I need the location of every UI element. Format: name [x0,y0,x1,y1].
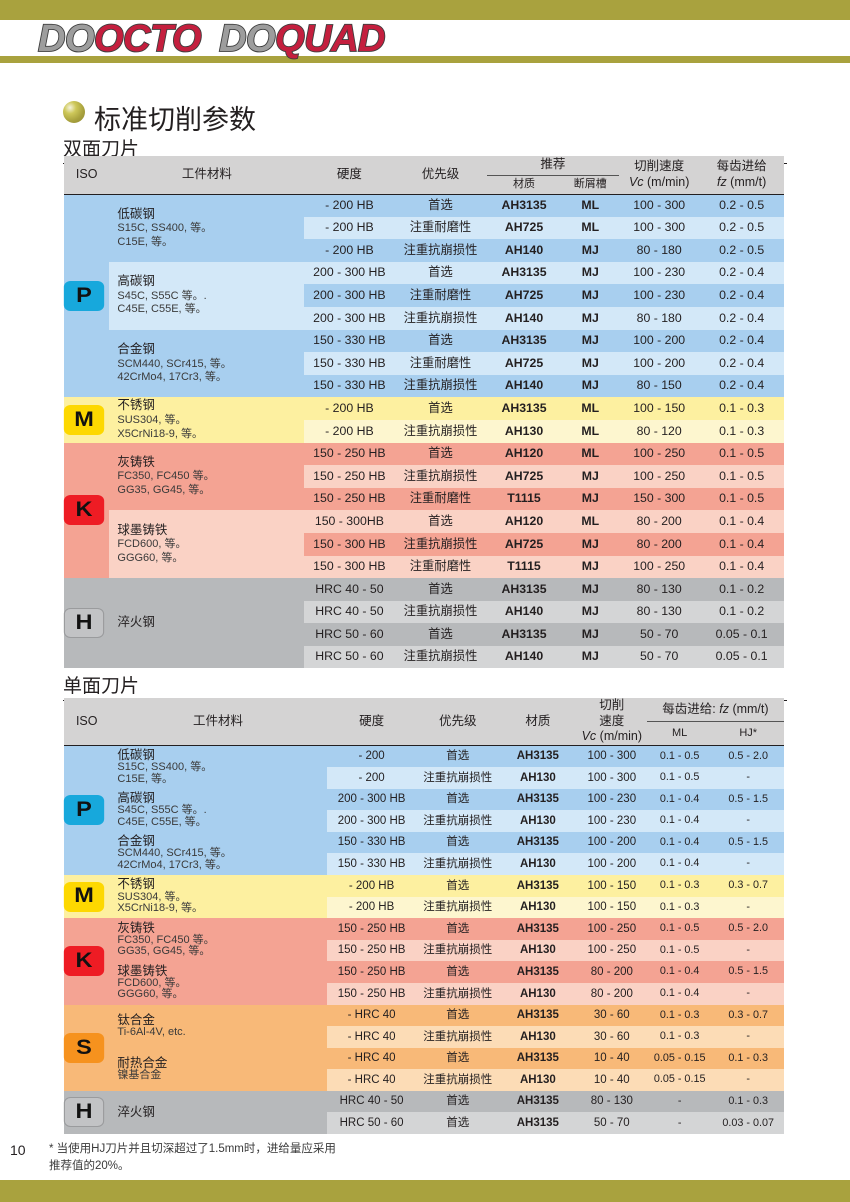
svg-text:DOOCTODOQUAD: DOOCTO DOQUAD [38,18,385,60]
